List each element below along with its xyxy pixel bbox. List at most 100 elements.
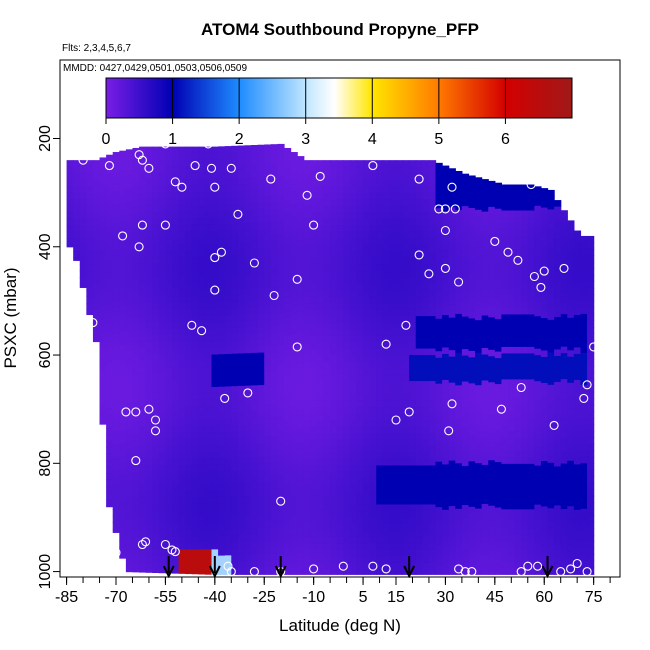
field-cell xyxy=(165,497,173,505)
field-cell xyxy=(435,552,443,560)
field-cell xyxy=(158,361,167,369)
field-cell xyxy=(428,244,437,252)
field-cell xyxy=(251,294,259,302)
field-cell xyxy=(587,437,595,445)
field-cell xyxy=(218,549,226,557)
field-cell xyxy=(396,283,404,291)
field-cell xyxy=(376,510,384,519)
field-cell xyxy=(396,394,404,402)
field-cell xyxy=(468,545,476,553)
field-cell xyxy=(508,268,516,277)
field-cell xyxy=(369,556,377,564)
field-cell xyxy=(310,257,318,265)
field-cell xyxy=(303,205,311,213)
field-cell xyxy=(330,387,338,395)
field-cell xyxy=(560,528,568,536)
field-cell xyxy=(257,346,265,354)
field-cell xyxy=(547,495,555,503)
field-cell xyxy=(264,163,272,172)
field-cell xyxy=(402,458,410,467)
field-cell xyxy=(158,536,167,544)
field-cell xyxy=(376,270,384,278)
field-cell xyxy=(514,333,522,342)
field-cell xyxy=(363,504,371,512)
field-cell xyxy=(389,556,397,564)
field-cell xyxy=(158,335,167,343)
field-cell xyxy=(284,277,292,285)
field-cell xyxy=(270,280,279,288)
field-cell xyxy=(178,497,186,505)
field-cell xyxy=(402,549,410,558)
field-cell xyxy=(125,246,134,254)
field-cell xyxy=(191,354,199,362)
field-cell xyxy=(165,523,173,531)
field-cell xyxy=(369,400,377,408)
field-cell xyxy=(198,309,206,317)
field-cell xyxy=(224,379,232,388)
field-cell xyxy=(106,219,114,227)
field-cell xyxy=(119,449,127,457)
field-cell xyxy=(521,242,529,251)
field-cell xyxy=(356,173,364,181)
field-cell xyxy=(198,341,206,349)
field-cell xyxy=(363,445,371,454)
field-cell xyxy=(442,464,450,472)
field-cell xyxy=(422,277,430,285)
field-cell xyxy=(448,239,456,247)
field-cell xyxy=(139,354,147,362)
field-cell xyxy=(172,166,180,174)
field-cell xyxy=(251,560,259,568)
field-cell xyxy=(112,327,120,335)
field-cell xyxy=(284,492,292,500)
field-cell xyxy=(218,562,226,570)
field-cell xyxy=(402,322,410,330)
field-cell xyxy=(158,542,167,550)
field-cell xyxy=(481,211,489,219)
sample-point xyxy=(612,561,620,571)
field-cell xyxy=(270,514,279,522)
field-cell xyxy=(363,173,371,181)
field-cell xyxy=(231,249,239,257)
field-cell xyxy=(204,510,213,518)
field-cell xyxy=(297,558,305,566)
field-cell xyxy=(204,393,213,401)
field-cell xyxy=(284,440,292,448)
field-cell xyxy=(303,303,311,311)
field-cell xyxy=(587,528,595,536)
field-cell xyxy=(534,530,542,538)
field-cell xyxy=(422,543,430,551)
field-cell xyxy=(257,307,265,315)
field-cell xyxy=(448,571,456,575)
field-cell xyxy=(92,329,101,337)
field-cell xyxy=(218,445,226,453)
field-cell xyxy=(218,263,226,271)
field-cell xyxy=(270,222,279,230)
field-cell xyxy=(290,301,298,309)
field-cell xyxy=(290,288,298,296)
field-cell xyxy=(455,541,463,549)
field-cell xyxy=(521,340,529,348)
field-cell xyxy=(125,519,134,527)
field-cell xyxy=(185,315,193,323)
field-cell xyxy=(218,146,226,154)
field-cell xyxy=(488,271,496,279)
field-cell xyxy=(415,510,423,519)
field-cell xyxy=(369,205,377,213)
field-cell xyxy=(165,536,173,544)
field-cell xyxy=(567,291,575,299)
field-cell xyxy=(106,252,114,260)
field-cell xyxy=(494,202,503,210)
field-cell xyxy=(363,160,371,168)
field-cell xyxy=(521,548,529,556)
field-cell xyxy=(488,505,496,513)
field-cell xyxy=(527,522,535,530)
field-cell xyxy=(560,327,568,335)
field-cell xyxy=(376,413,384,421)
field-cell xyxy=(244,444,252,452)
field-cell xyxy=(132,381,140,389)
field-cell xyxy=(237,444,246,452)
field-cell xyxy=(527,301,535,309)
field-cell xyxy=(92,244,101,252)
field-cell xyxy=(264,293,272,301)
field-cell xyxy=(310,205,318,213)
